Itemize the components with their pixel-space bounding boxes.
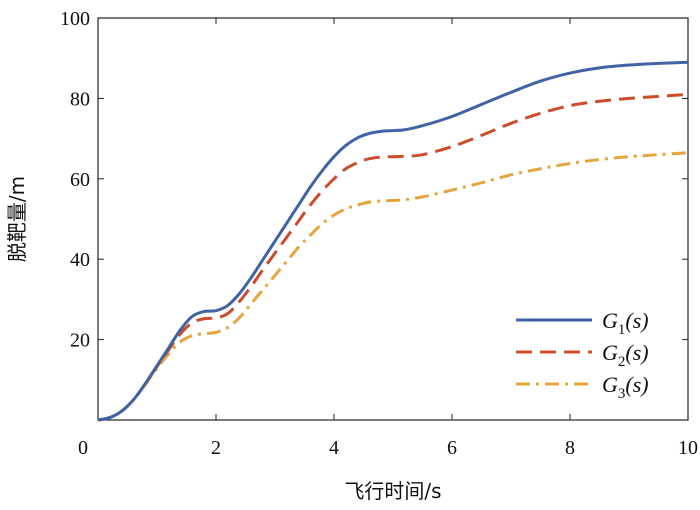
x-tick-label: 10: [678, 437, 698, 459]
x-tick-label: 2: [211, 437, 221, 459]
plot-frame: [97, 17, 689, 421]
y-tick-label: 60: [70, 169, 90, 191]
x-tick-label: 6: [447, 437, 457, 459]
tick-labels: 0 2 4 6 8 10 20 40 60 80 100: [60, 8, 698, 459]
legend-label-3: G3(s): [602, 372, 649, 402]
y-tick-label: 20: [70, 330, 90, 352]
y-axis-title: 脱靶量/m: [5, 176, 29, 262]
x-axis-title: 飞行时间/s: [344, 479, 441, 503]
legend-label-2: G2(s): [602, 340, 649, 370]
series-line-1: [97, 60, 689, 422]
y-tick-label: 40: [70, 249, 90, 271]
series-line-3: [97, 151, 689, 422]
legend: G1(s)G2(s)G3(s): [516, 308, 649, 402]
legend-label-1: G1(s): [602, 308, 649, 338]
y-tick-label: 80: [70, 88, 90, 110]
x-tick-label: 4: [329, 437, 339, 459]
y-tick-label: 100: [60, 8, 90, 30]
series-lines: [97, 60, 689, 422]
series-line-2: [97, 92, 689, 422]
x-tick-label: 8: [565, 437, 575, 459]
ticks: [97, 17, 689, 420]
x-tick-label: 0: [78, 437, 88, 459]
